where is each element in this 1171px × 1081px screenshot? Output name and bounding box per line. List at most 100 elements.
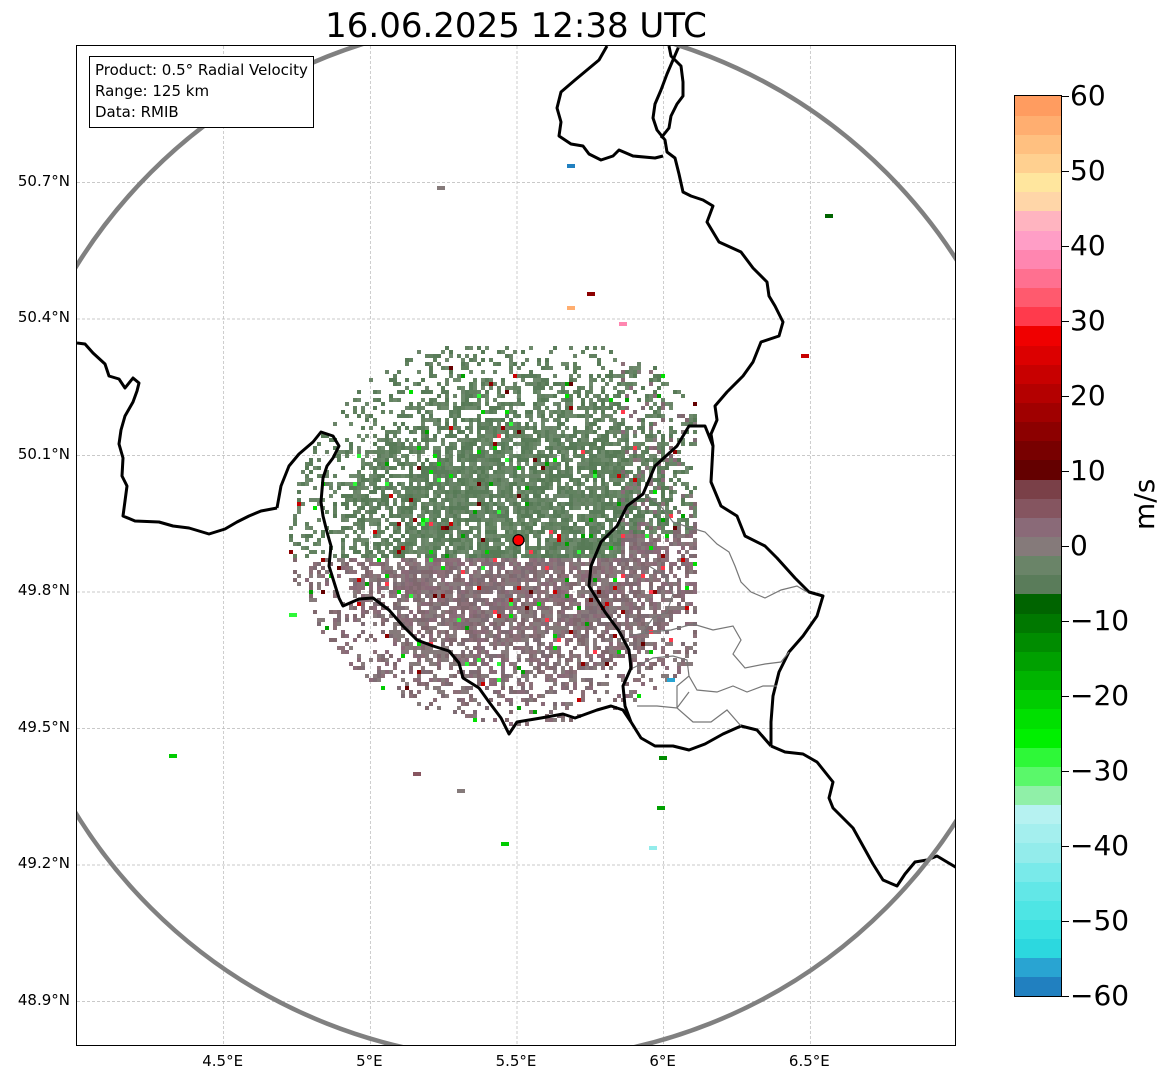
- echo-pixel: [561, 410, 565, 414]
- echo-pixel: [685, 582, 689, 586]
- echo-pixel: [661, 626, 665, 630]
- echo-pixel: [653, 402, 657, 406]
- echo-pixel: [629, 554, 633, 558]
- echo-pixel: [553, 690, 557, 694]
- echo-pixel: [457, 590, 461, 594]
- echo-pixel: [561, 502, 565, 506]
- echo-pixel: [437, 506, 441, 510]
- echo-pixel: [573, 370, 577, 374]
- echo-pixel: [693, 502, 697, 506]
- echo-pixel: [661, 398, 665, 402]
- echo-pixel: [369, 426, 373, 430]
- echo-pixel: [385, 658, 389, 662]
- echo-pixel: [537, 362, 541, 366]
- echo-pixel: [597, 394, 601, 398]
- echo-pixel: [553, 586, 557, 590]
- echo-pixel: [553, 526, 557, 530]
- echo-pixel: [577, 494, 581, 498]
- echo-pixel: [549, 654, 553, 658]
- echo-pixel: [501, 594, 505, 598]
- echo-pixel: [469, 530, 473, 534]
- radar-map-canvas: [77, 46, 955, 1045]
- echo-pixel: [649, 594, 653, 598]
- echo-pixel: [473, 418, 477, 422]
- echo-pixel: [313, 562, 317, 566]
- echo-pixel: [473, 662, 477, 666]
- echo-pixel: [617, 646, 621, 650]
- echo-pixel: [601, 658, 605, 662]
- echo-pixel: [493, 638, 497, 642]
- echo-pixel: [309, 534, 313, 538]
- echo-pixel: [397, 542, 401, 546]
- echo-pixel: [469, 470, 473, 474]
- echo-pixel: [661, 522, 665, 526]
- echo-pixel: [409, 622, 413, 626]
- echo-pixel: [505, 442, 509, 446]
- echo-pixel: [517, 622, 521, 626]
- echo-pixel: [589, 498, 593, 502]
- echo-pixel: [585, 630, 589, 634]
- echo-pixel: [533, 634, 537, 638]
- echo-pixel: [557, 650, 561, 654]
- echo-pixel: [657, 478, 661, 482]
- echo-pixel: [485, 614, 489, 618]
- echo-pixel: [313, 542, 317, 546]
- echo-pixel: [573, 550, 577, 554]
- echo-pixel: [337, 450, 341, 454]
- echo-pixel: [649, 422, 653, 426]
- echo-pixel: [601, 542, 605, 546]
- echo-pixel: [485, 466, 489, 470]
- echo-pixel: [369, 586, 373, 590]
- echo-pixel: [581, 550, 585, 554]
- echo-pixel: [345, 514, 349, 518]
- echo-pixel: [505, 654, 509, 658]
- echo-pixel: [449, 350, 453, 354]
- echo-pixel: [421, 494, 425, 498]
- echo-pixel: [445, 654, 449, 658]
- echo-pixel: [437, 418, 441, 422]
- echo-pixel: [433, 502, 437, 506]
- echo-pixel: [421, 618, 425, 622]
- border-france-germany: [770, 744, 955, 888]
- echo-pixel: [477, 570, 481, 574]
- echo-pixel: [605, 582, 609, 586]
- echo-pixel: [565, 410, 569, 414]
- echo-pixel: [633, 518, 637, 522]
- echo-pixel: [637, 454, 641, 458]
- echo-pixel: [549, 470, 553, 474]
- echo-pixel: [561, 618, 565, 622]
- echo-pixel: [357, 494, 361, 498]
- echo-pixel: [537, 582, 541, 586]
- echo-pixel: [501, 674, 505, 678]
- echo-pixel: [501, 430, 505, 434]
- echo-pixel: [465, 602, 469, 606]
- echo-pixel: [661, 526, 665, 530]
- echo-pixel: [377, 670, 381, 674]
- echo-pixel: [393, 570, 397, 574]
- echo-pixel: [477, 590, 481, 594]
- echo-pixel: [569, 514, 573, 518]
- echo-pixel: [409, 642, 413, 646]
- echo-pixel: [477, 598, 481, 602]
- echo-pixel: [613, 418, 617, 422]
- echo-pixel: [461, 450, 465, 454]
- echo-pixel: [625, 510, 629, 514]
- echo-pixel: [613, 434, 617, 438]
- echo-pixel: [533, 618, 537, 622]
- echo-pixel: [569, 466, 573, 470]
- echo-pixel: [449, 634, 453, 638]
- echo-pixel: [629, 366, 633, 370]
- echo-pixel: [549, 522, 553, 526]
- echo-pixel: [445, 634, 449, 638]
- echo-pixel: [537, 630, 541, 634]
- radar-site-marker: [512, 534, 525, 547]
- echo-pixel: [425, 562, 429, 566]
- echo-pixel: [629, 550, 633, 554]
- colorbar-segment: [1015, 823, 1061, 844]
- echo-pixel: [417, 410, 421, 414]
- echo-pixel: [593, 490, 597, 494]
- echo-pixel: [577, 486, 581, 490]
- echo-pixel: [677, 610, 681, 614]
- echo-pixel: [649, 598, 653, 602]
- echo-pixel: [629, 598, 633, 602]
